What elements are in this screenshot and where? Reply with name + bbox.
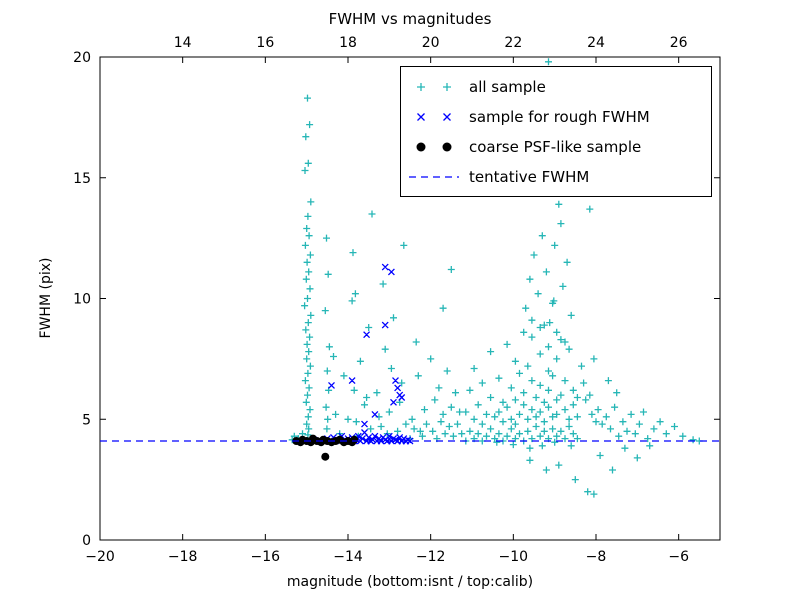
x-tick-label-bottom: −8 [586, 549, 607, 565]
y-tick-label: 15 [73, 171, 91, 187]
y-tick-label: 0 [82, 533, 91, 549]
chart-title: FWHM vs magnitudes [329, 10, 492, 28]
x-tick-label-top: 20 [422, 35, 440, 51]
x-tick-label-bottom: −10 [499, 549, 529, 565]
x-tick-label-bottom: −14 [333, 549, 363, 565]
x-tick-label-bottom: −6 [668, 549, 689, 565]
legend-label: coarse PSF-like sample [469, 138, 641, 156]
x-tick-label-bottom: −18 [168, 549, 198, 565]
axis-ticks: −20 −18 −16 −14 −12 −10 −8 −6 14 16 18 20 22 24 26 0 5 10… [73, 35, 720, 565]
legend-box [400, 66, 712, 197]
legend-marker-x [417, 113, 451, 121]
legend: all sample sample for rough FWHM coarse PS… [400, 66, 712, 197]
legend-marker-dot [442, 142, 452, 152]
x-tick-label-top: 14 [174, 35, 192, 51]
y-tick-label: 5 [82, 412, 91, 428]
x-tick-label-top: 26 [670, 35, 688, 51]
legend-marker-plus [417, 83, 451, 91]
x-tick-label-top: 16 [256, 35, 274, 51]
series-sample-for-rough-fwhm [315, 263, 414, 445]
legend-label: all sample [469, 78, 546, 96]
legend-marker-dot [416, 142, 426, 152]
series-all-sample [288, 58, 703, 498]
x-tick-label-top: 22 [504, 35, 522, 51]
legend-label: tentative FWHM [469, 168, 589, 186]
x-tick-label-bottom: −20 [85, 549, 115, 565]
y-tick-label: 20 [73, 50, 91, 66]
x-axis-label: magnitude (bottom:isnt / top:calib) [287, 574, 533, 590]
legend-label: sample for rough FWHM [469, 108, 650, 126]
x-tick-label-top: 24 [587, 35, 605, 51]
data-series [288, 58, 703, 498]
y-tick-label: 10 [73, 292, 91, 308]
x-tick-label-bottom: −12 [416, 549, 446, 565]
series-coarse-psf-like-sample [292, 434, 359, 461]
x-tick-label-bottom: −16 [251, 549, 281, 565]
x-tick-label-top: 18 [339, 35, 357, 51]
y-axis-label: FWHM (pix) [38, 258, 54, 339]
